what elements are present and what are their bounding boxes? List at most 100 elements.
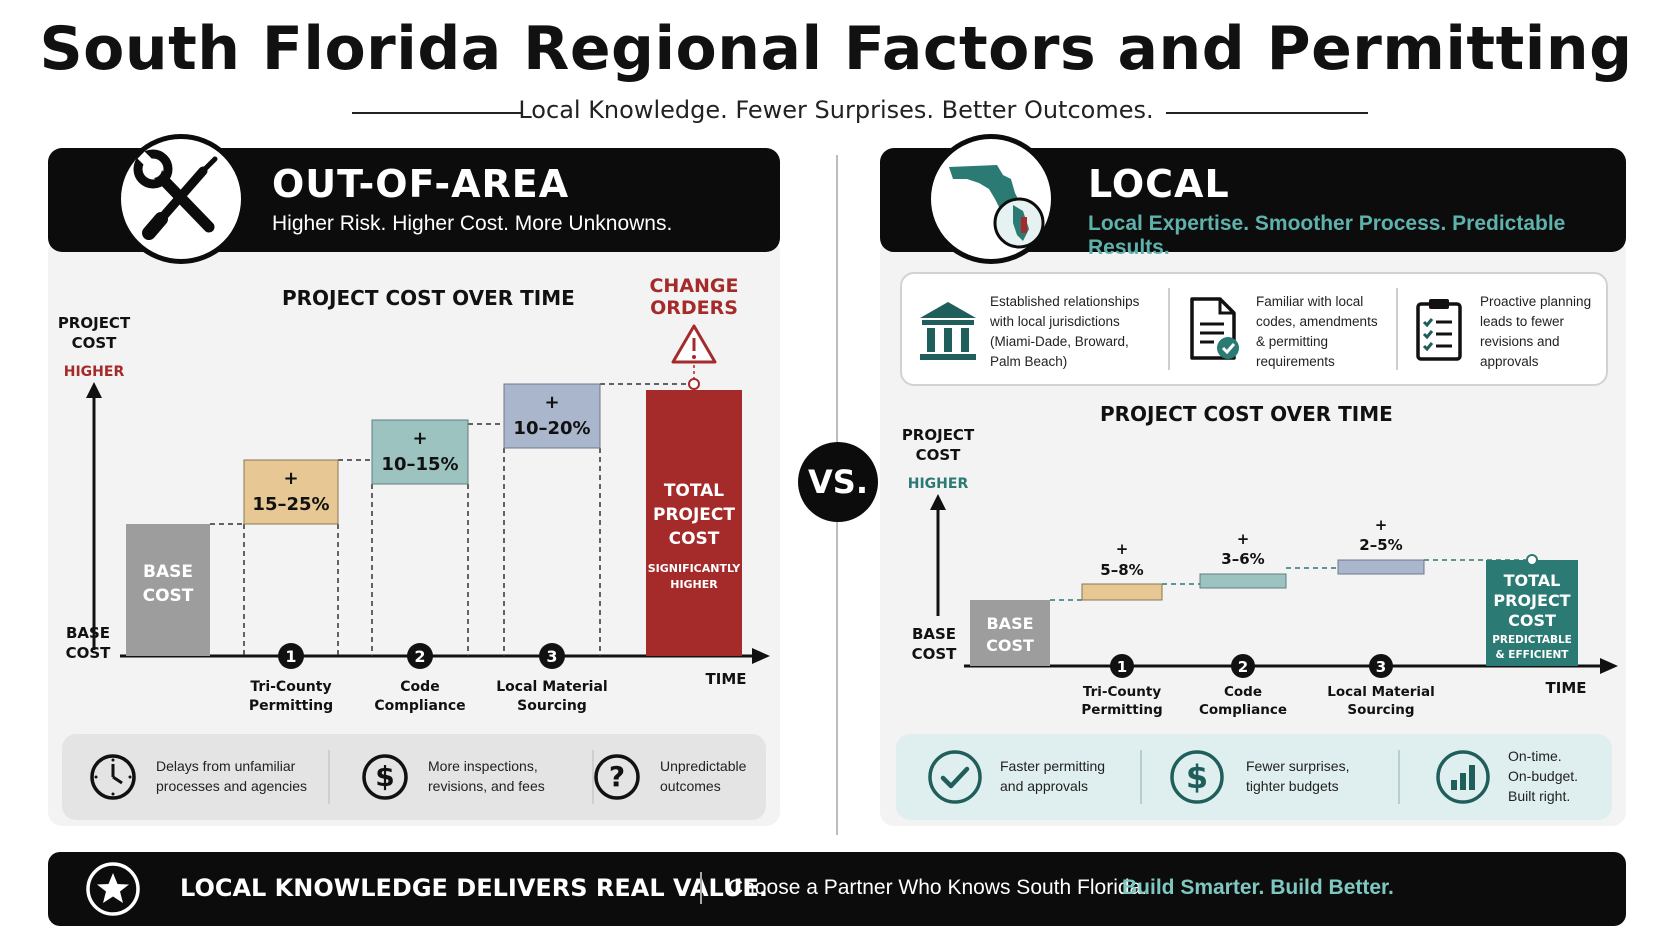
step-1-marker: 1: [278, 643, 304, 669]
step-2-marker: 2: [407, 643, 433, 669]
local-title: LOCAL: [1088, 162, 1230, 206]
local-chart-title: PROJECT COST OVER TIME: [1100, 402, 1393, 426]
local-total-bar-note-line1: PREDICTABLE: [1492, 634, 1572, 646]
step-1-plus: +: [283, 468, 298, 489]
impact-3-line2: outcomes: [660, 778, 721, 794]
y-label-line1: PROJECT: [58, 314, 131, 332]
benefit-1-line1: Faster permitting: [1000, 758, 1106, 774]
step-2-label-line1: Code: [400, 679, 439, 695]
step-3-label-line1: Local Material: [496, 679, 607, 695]
y-high-label: HIGHER: [64, 364, 125, 380]
step-connectors: [210, 383, 694, 656]
out-of-area-cost-chart: PROJECT COST HIGHER BASE COST TIME BASE …: [58, 275, 770, 714]
svg-text:?: ?: [609, 760, 625, 793]
local-badge: [926, 134, 1056, 264]
local-total-bar-line1: TOTAL: [1504, 571, 1561, 590]
wrench-screwdriver-icon: [133, 149, 218, 240]
local-y-base-line1: BASE: [912, 625, 956, 643]
benefit-separator-1: [1140, 750, 1142, 804]
total-bar-line1: TOTAL: [664, 481, 724, 501]
local-subtitle: Local Expertise. Smoother Process. Predi…: [1088, 212, 1566, 259]
impact-1-line2: processes and agencies: [156, 778, 307, 794]
y-label-line2: COST: [72, 334, 118, 352]
footer-headline: LOCAL KNOWLEDGE DELIVERS REAL VALUE.: [180, 874, 768, 902]
step-1-range: 15–25%: [252, 494, 329, 515]
local-benefits: Faster permitting and approvals $ Fewer …: [896, 734, 1612, 820]
local-total-bar-line2: PROJECT: [1493, 591, 1570, 610]
total-bar-note-line2: HIGHER: [670, 578, 718, 591]
benefit-3-line3: Built right.: [1508, 788, 1571, 804]
step-1-increment: [243, 459, 339, 525]
local-base-bar-line2: COST: [986, 636, 1034, 655]
base-bar-line1: BASE: [143, 562, 193, 582]
local-step-3-plus: +: [1375, 516, 1388, 534]
document-check-icon: [1190, 297, 1239, 360]
footer-divider: [700, 872, 702, 904]
local-y-axis-arrow: [930, 494, 946, 510]
x-axis-arrow: [752, 648, 770, 664]
total-bar-line3: COST: [669, 529, 720, 549]
step-3-range: 10–20%: [513, 418, 590, 439]
out-of-area-chart-title: PROJECT COST OVER TIME: [282, 286, 575, 310]
step-2-range: 10–15%: [381, 454, 458, 475]
dollar-icon: $: [1170, 750, 1224, 804]
out-of-area-subtitle: Higher Risk. Higher Cost. More Unknowns.: [272, 212, 673, 235]
change-orders-line2: ORDERS: [650, 297, 738, 319]
base-cost-bar: [126, 524, 210, 656]
advantage-1-line1: Established relationships: [990, 294, 1140, 309]
local-total-cost-bar: [1486, 560, 1578, 666]
out-of-area-impacts: Delays from unfamiliar processes and age…: [62, 734, 766, 820]
local-step-1-plus: +: [1116, 540, 1129, 558]
step-2-number: 2: [414, 647, 425, 666]
advantage-2-line2: codes, amendments: [1256, 314, 1378, 329]
base-bar-line2: COST: [143, 586, 194, 606]
change-orders-line1: CHANGE: [649, 275, 738, 297]
advantage-2-line4: requirements: [1256, 354, 1335, 369]
total-bar-note-line1: SIGNIFICANTLY: [648, 562, 742, 575]
benefit-3-line2: On-budget.: [1508, 768, 1579, 784]
y-axis-arrow: [86, 382, 102, 398]
subtitle-rule-right: [1166, 112, 1368, 114]
clock-icon: [90, 754, 136, 800]
benefit-2-line1: Fewer surprises,: [1246, 758, 1350, 774]
footer-banner: LOCAL KNOWLEDGE DELIVERS REAL VALUE. Cho…: [48, 852, 1626, 926]
advantage-1-line3: (Miami-Dade, Broward,: [990, 334, 1129, 349]
step-3-number: 3: [546, 647, 557, 666]
step-2-increment: [371, 419, 469, 485]
dollar-icon: $: [362, 754, 408, 800]
total-bar-line2: PROJECT: [653, 505, 735, 525]
local-step-3-increment: [1337, 559, 1425, 575]
subtitle-row: Local Knowledge. Fewer Surprises. Better…: [0, 92, 1672, 132]
benefit-1-line2: and approvals: [1000, 778, 1088, 794]
local-advantages: Established relationships with local jur…: [900, 272, 1608, 386]
svg-text:$: $: [1186, 758, 1208, 796]
question-icon: ?: [594, 754, 640, 800]
checkmark-circle-icon: [928, 750, 982, 804]
advantage-1-line4: Palm Beach): [990, 354, 1068, 369]
local-step-2-plus: +: [1237, 530, 1250, 548]
local-y-label-line2: COST: [916, 446, 962, 464]
step-1-label-line2: Permitting: [249, 698, 333, 714]
local-x-axis-label: TIME: [1546, 679, 1587, 697]
bar-chart-icon: [1436, 750, 1490, 804]
local-step-3-marker: 3: [1369, 654, 1393, 678]
local-step-1-label-line1: Tri-County: [1083, 684, 1161, 700]
advantage-1-line2: with local jurisdictions: [990, 314, 1120, 329]
local-y-label-line1: PROJECT: [902, 426, 975, 444]
step-3-marker: 3: [539, 643, 565, 669]
courthouse-icon: [920, 302, 976, 360]
advantage-2-line1: Familiar with local: [1256, 294, 1364, 309]
local-step-1-label-line2: Permitting: [1081, 702, 1162, 718]
benefit-separator-2: [1398, 750, 1400, 804]
local-step-1-increment: [1081, 583, 1163, 601]
impact-separator-2: [592, 750, 594, 804]
local-step-2-range: 3–6%: [1221, 550, 1264, 568]
advantage-3-line4: approvals: [1480, 354, 1539, 369]
warning-icon: [671, 324, 717, 364]
local-step-2-marker: 2: [1231, 654, 1255, 678]
local-cost-chart: PROJECT COST HIGHER BASE COST TIME BASE …: [902, 426, 1618, 718]
local-total-bar-note-line2: & EFFICIENT: [1496, 649, 1570, 661]
local-step-2-number: 2: [1238, 658, 1248, 676]
vs-badge: VS.: [798, 442, 878, 522]
impact-3-line1: Unpredictable: [660, 758, 747, 774]
